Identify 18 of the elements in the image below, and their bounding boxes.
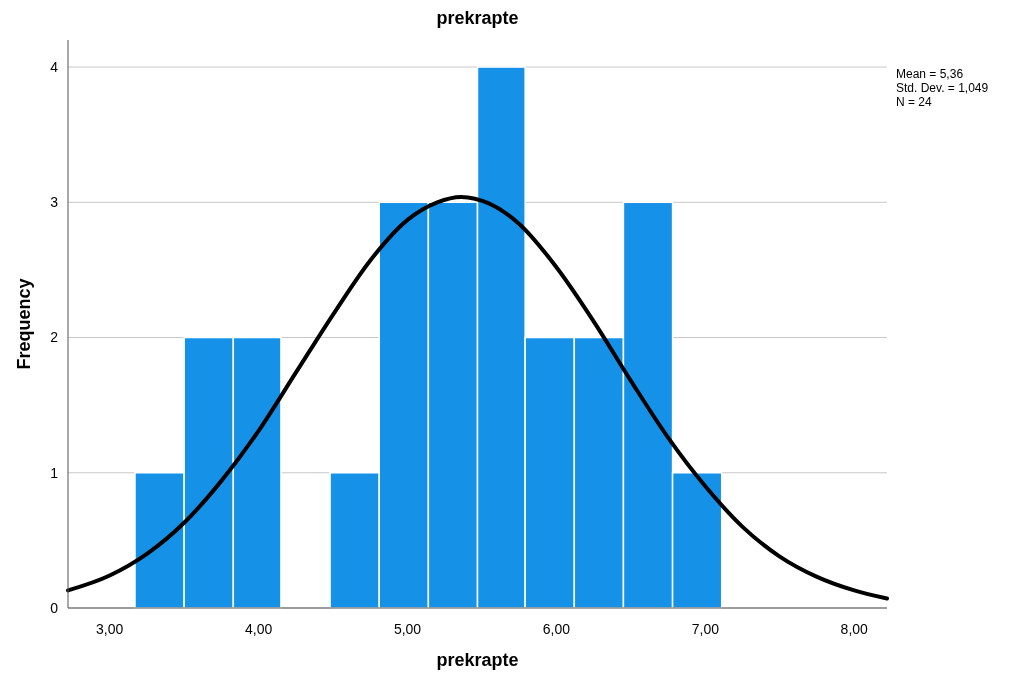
x-tick-label: 4,00 xyxy=(244,621,273,637)
y-axis-title: Frequency xyxy=(14,278,34,370)
y-tick-label: 1 xyxy=(50,464,59,481)
x-axis-title: prekrapte xyxy=(436,650,519,670)
y-tick-label: 3 xyxy=(50,194,59,211)
x-tick-label: 8,00 xyxy=(840,621,869,637)
x-tick-label: 6,00 xyxy=(542,621,571,637)
x-tick-label: 3,00 xyxy=(96,621,124,637)
x-tick-label: 5,00 xyxy=(393,621,422,637)
y-tick-label: 0 xyxy=(50,599,59,616)
text: Mean = 5,36 xyxy=(896,67,964,81)
y-tick-label: 4 xyxy=(50,58,59,75)
text: Std. Dev. = 1,049 xyxy=(896,81,989,95)
line-series xyxy=(66,194,889,601)
x-tick-label: 7,00 xyxy=(691,621,720,637)
y-tick-label: 2 xyxy=(50,329,59,346)
text: N = 24 xyxy=(896,95,933,109)
chart-title: prekrapte xyxy=(436,8,519,28)
